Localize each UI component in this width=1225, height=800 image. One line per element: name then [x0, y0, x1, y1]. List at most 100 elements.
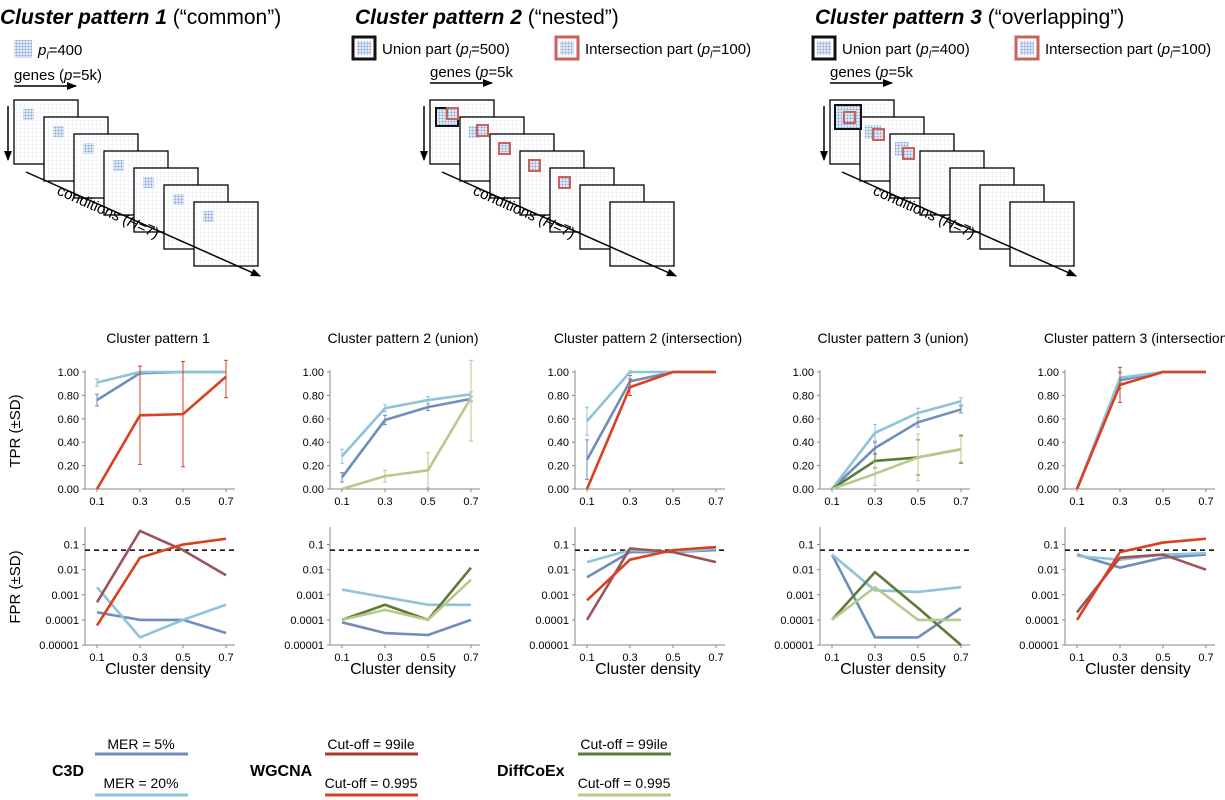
tpr-line-c3d_mer20 [1075, 370, 1206, 490]
fpr-x-tick-label: 0.3 [622, 652, 637, 664]
tpr-x-tick-label: 0.5 [665, 496, 680, 508]
genes-tail: =5k [488, 64, 513, 81]
fpr-y-tick-label: 0.01 [793, 565, 814, 577]
tpr-x-tick-label: 0.7 [463, 496, 478, 508]
tpr-x-tick-label: 0.1 [89, 496, 104, 508]
tpr-x-tick-label: 0.7 [708, 496, 723, 508]
fpr-line-c3d_mer20 [96, 586, 227, 639]
legend-group-wgcna: WGCNA Cut-off = 99ile Cut-off = 0.995 [250, 736, 418, 797]
tpr-y-tick-label: 0.60 [1038, 414, 1059, 426]
fpr-x-tick-label: 0.3 [132, 652, 147, 664]
tpr-x-tick-label: 0.7 [218, 496, 233, 508]
fpr-line-c3d_mer5 [341, 618, 472, 637]
frame-grid [611, 203, 673, 265]
cluster-swatch [14, 40, 32, 58]
tpr-y-tick-label: 0.40 [793, 437, 814, 449]
tpr-x-tick-label: 0.1 [334, 496, 349, 508]
tpr-line-wgcna_0995 [1075, 370, 1206, 490]
cluster-block [203, 211, 214, 222]
legend-label: Cut-off = 99ile [327, 736, 415, 752]
tpr-y-tick-label: 0.80 [793, 390, 814, 402]
tpr-line-c3d_mer20 [96, 370, 226, 384]
tpr-x-tick-label: 0.7 [953, 496, 968, 508]
genes-p: p [63, 67, 72, 84]
fpr-line-c3d_mer20 [341, 588, 471, 607]
fpr-y-tick-label: 0.001 [296, 590, 324, 602]
pattern-title-bold: Cluster pattern 2 [355, 6, 522, 29]
panel-title: Cluster pattern 3 (intersection) [1044, 330, 1225, 346]
legend-label: Cut-off = 99ile [580, 736, 668, 752]
legend-label: MER = 20% [103, 775, 178, 791]
fpr-line-c3d_mer5 [1076, 553, 1207, 569]
tpr-line-c3d_mer5 [1075, 370, 1206, 490]
p-symbol: p [459, 41, 468, 58]
intersection-block [528, 159, 541, 172]
intersection-swatch-fill [1020, 41, 1034, 55]
legend-group-name: C3D [52, 763, 84, 780]
tpr-line-c3d_mer5 [340, 397, 472, 479]
fpr-x-tick-label: 0.7 [463, 652, 478, 664]
tpr-y-tick-label: 1.00 [548, 367, 569, 379]
genes-text: genes ( [430, 64, 480, 81]
fpr-y-axis-title: FPR (±SD) [7, 550, 24, 623]
p-subscript: l [469, 50, 472, 61]
tpr-line-wgcna_0995 [95, 375, 227, 490]
legend-label: Cut-off = 0.995 [578, 775, 671, 791]
cluster-block [173, 194, 184, 205]
genes-label: genes (p=5k [430, 64, 513, 81]
chart-panels: Cluster pattern 1 0.00 0.20 0.40 0.60 0.80 1.0… [7, 330, 1225, 678]
p-symbol: p [919, 41, 928, 58]
tpr-line-diffcoex_0995 [341, 397, 473, 491]
tpr-y-tick-label: 0.40 [58, 437, 79, 449]
fpr-x-tick-label: 0.1 [334, 652, 349, 664]
p-symbol: p [701, 41, 710, 58]
legend-union: Union part (pl=400) [842, 41, 970, 61]
tpr-x-tick-label: 0.3 [867, 496, 882, 508]
fpr-line-wgcna_99ile [95, 529, 227, 604]
chart-panel-5: Cluster pattern 3 (intersection) 0.00 0.20… [1019, 330, 1225, 678]
fpr-y-tick-label: 0.0001 [290, 615, 324, 627]
tpr-y-tick-label: 0.00 [58, 484, 79, 496]
fpr-x-tick-label: 0.3 [867, 652, 882, 664]
tpr-x-tick-label: 0.1 [824, 496, 839, 508]
fpr-y-tick-label: 0.1 [554, 540, 569, 552]
tpr-y-tick-label: 1.00 [793, 367, 814, 379]
p-subscript: l [1170, 50, 1173, 61]
fpr-y-tick-label: 0.01 [548, 565, 569, 577]
tpr-y-tick-label: 0.80 [1038, 390, 1059, 402]
intersection-block [843, 111, 856, 124]
schematics: Cluster pattern 1 (“common”)pl=400genes … [0, 6, 1211, 277]
fpr-y-tick-label: 0.1 [309, 540, 324, 552]
chart-panel-2: Cluster pattern 2 (union) 0.00 0.20 0.40 0.6… [284, 330, 482, 678]
tpr-line-c3d_mer5 [585, 370, 716, 461]
fpr-y-tick-label: 0.01 [303, 565, 324, 577]
schematic-3: Cluster pattern 3 (“overlapping”) Union p… [811, 6, 1211, 277]
pattern-title-rest: (“common”) [167, 6, 281, 29]
fpr-x-tick-label: 0.3 [377, 652, 392, 664]
intersection-block [476, 124, 489, 137]
conditions-arrow [841, 171, 1077, 277]
fpr-y-tick-label: 0.00001 [39, 640, 79, 652]
legend-intersection: Intersection part (pl=100) [585, 41, 751, 61]
x-axis-title: Cluster density [840, 661, 946, 678]
frame-grid [1011, 203, 1073, 265]
pattern-title-bold: Cluster pattern 3 [815, 6, 982, 29]
intersection-block [498, 142, 511, 155]
x-axis-title: Cluster density [105, 661, 211, 678]
fpr-line-diffcoex_0995 [341, 578, 472, 622]
panel-title: Cluster pattern 1 [106, 330, 210, 346]
p-subscript: l [929, 50, 932, 61]
tpr-y-tick-label: 1.00 [303, 367, 324, 379]
legend-text: Union part ( [382, 41, 460, 58]
fpr-y-tick-label: 0.001 [541, 590, 569, 602]
tpr-y-tick-label: 0.80 [303, 390, 324, 402]
union-swatch-fill [817, 41, 831, 55]
tpr-line-diffcoex_0995 [831, 447, 962, 491]
tpr-y-tick-label: 0.20 [793, 461, 814, 473]
fpr-line-diffcoex_99ile [341, 566, 473, 622]
fpr-line-wgcna_0995 [586, 545, 717, 602]
fpr-x-tick-label: 0.7 [708, 652, 723, 664]
tpr-line-wgcna_0995 [585, 370, 716, 490]
fpr-y-tick-label: 0.00001 [1019, 640, 1059, 652]
